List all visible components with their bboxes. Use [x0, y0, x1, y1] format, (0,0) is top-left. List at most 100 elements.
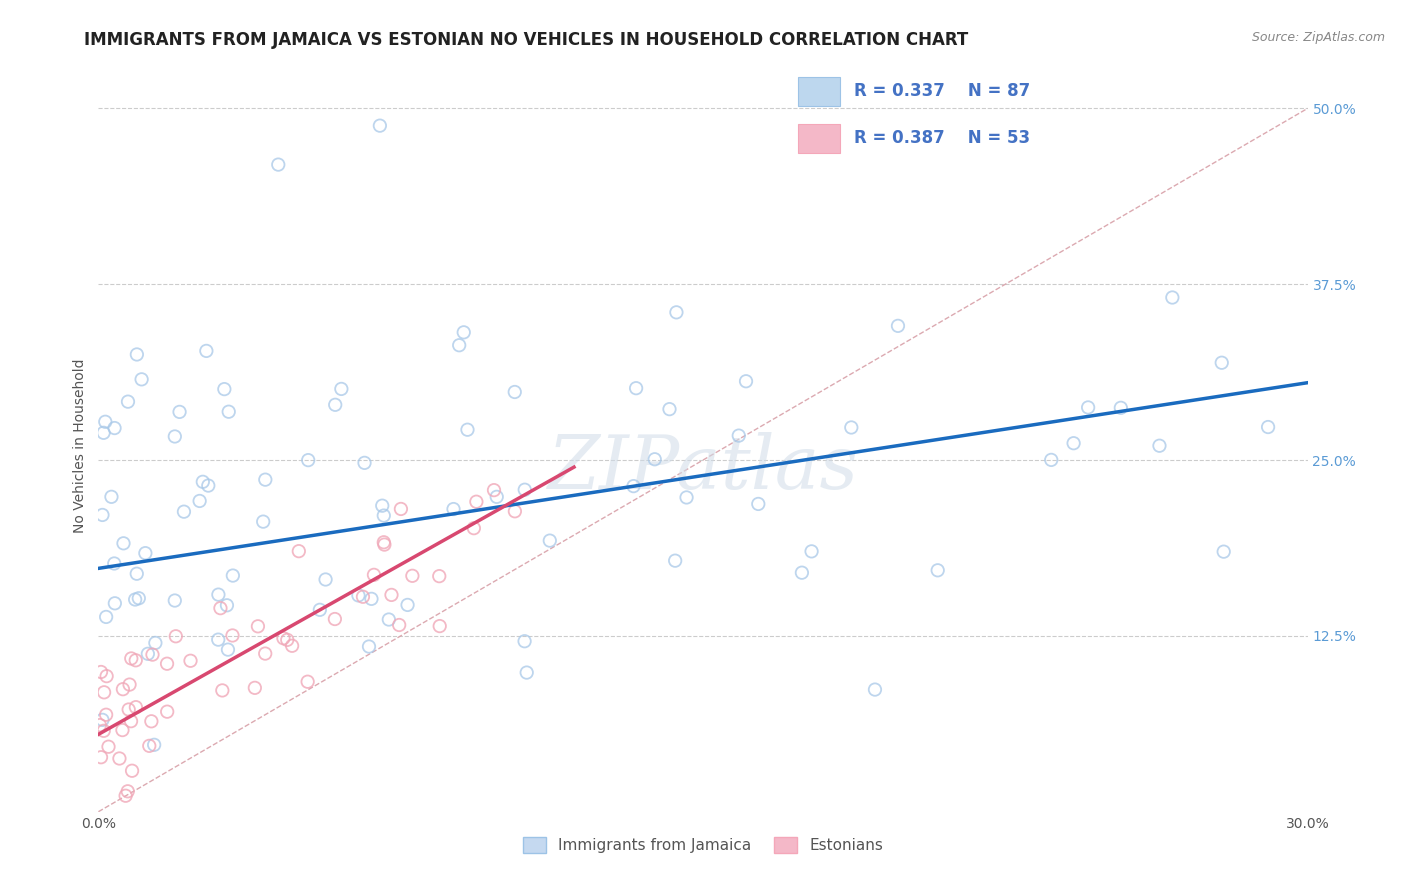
Point — [1063, 436, 1085, 450]
Point — [143, 738, 166, 752]
Point — [503, 504, 526, 518]
Point — [136, 647, 159, 661]
Point — [308, 603, 330, 617]
Point — [104, 596, 127, 610]
Point — [125, 347, 148, 361]
Point — [323, 612, 346, 626]
Point — [389, 502, 412, 516]
Point — [747, 497, 769, 511]
Point — [254, 647, 277, 661]
Point — [513, 634, 536, 648]
Point — [658, 402, 681, 417]
Point — [94, 415, 117, 429]
Point — [211, 683, 233, 698]
Point — [120, 714, 142, 728]
Point — [485, 490, 508, 504]
Point — [108, 751, 131, 765]
Point — [209, 601, 232, 615]
Point — [222, 568, 245, 582]
Point — [138, 739, 160, 753]
Point — [927, 563, 949, 577]
Point — [323, 398, 346, 412]
Point — [217, 642, 239, 657]
Point — [128, 591, 150, 606]
Point — [453, 326, 475, 340]
Point — [363, 567, 385, 582]
Point — [388, 618, 411, 632]
Point — [347, 589, 370, 603]
Text: R = 0.387    N = 53: R = 0.387 N = 53 — [855, 129, 1031, 147]
Point — [90, 665, 112, 679]
Point — [243, 681, 266, 695]
Point — [125, 566, 148, 581]
Point — [727, 428, 749, 442]
Point — [252, 515, 274, 529]
Text: Source: ZipAtlas.com: Source: ZipAtlas.com — [1251, 31, 1385, 45]
Point — [315, 573, 337, 587]
Point — [191, 475, 214, 489]
Point — [100, 490, 122, 504]
Point — [360, 591, 382, 606]
Point — [427, 569, 450, 583]
Point — [156, 657, 179, 671]
Point — [538, 533, 561, 548]
Point — [330, 382, 353, 396]
Point — [207, 632, 229, 647]
Point — [103, 421, 125, 435]
Point — [131, 372, 153, 386]
Point — [449, 338, 471, 352]
Point — [112, 536, 135, 550]
Point — [91, 713, 114, 727]
Point — [114, 789, 136, 803]
Point — [120, 651, 142, 665]
Point — [111, 723, 134, 737]
Point — [735, 374, 758, 388]
Point — [118, 677, 141, 691]
Point — [352, 590, 374, 604]
Y-axis label: No Vehicles in Household: No Vehicles in Household — [73, 359, 87, 533]
Point — [94, 707, 117, 722]
Point — [373, 535, 395, 549]
Point — [357, 640, 380, 654]
Point — [623, 479, 645, 493]
Point — [94, 610, 117, 624]
Point — [246, 619, 269, 633]
Point — [281, 639, 304, 653]
Point — [368, 119, 391, 133]
Point — [373, 538, 395, 552]
Point — [118, 702, 141, 716]
Point — [675, 491, 697, 505]
Point — [179, 654, 201, 668]
Point — [188, 494, 211, 508]
Point — [624, 381, 647, 395]
Point — [169, 405, 191, 419]
Point — [664, 554, 686, 568]
Point — [353, 456, 375, 470]
Point — [371, 499, 394, 513]
Point — [276, 632, 298, 647]
Point — [482, 483, 505, 497]
Legend: Immigrants from Jamaica, Estonians: Immigrants from Jamaica, Estonians — [517, 830, 889, 859]
Point — [1212, 544, 1234, 558]
Point — [111, 682, 134, 697]
Point — [1040, 453, 1063, 467]
Point — [215, 599, 238, 613]
Point — [93, 723, 115, 738]
Point — [163, 593, 186, 607]
Point — [97, 739, 120, 754]
Point — [1077, 401, 1099, 415]
Point — [89, 718, 111, 732]
Point — [1161, 291, 1184, 305]
Point — [456, 423, 478, 437]
Point — [218, 405, 240, 419]
Point — [297, 674, 319, 689]
Point — [141, 648, 163, 662]
Point — [513, 483, 536, 497]
Point — [90, 750, 112, 764]
Point — [401, 569, 423, 583]
Point — [863, 682, 886, 697]
Point — [91, 508, 114, 522]
Point — [297, 453, 319, 467]
Point — [465, 494, 488, 508]
Point — [288, 544, 311, 558]
